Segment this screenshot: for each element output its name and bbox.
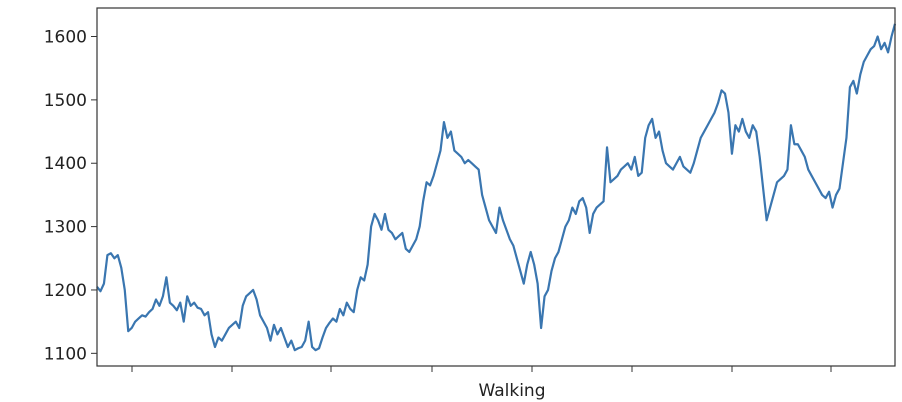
series-layer	[96, 23, 897, 352]
x-axis	[131, 366, 832, 372]
x-axis-label: Walking	[479, 381, 546, 401]
y-tick-label: 1600	[44, 28, 87, 48]
y-tick-label: 1500	[44, 91, 87, 111]
y-axis: 1100 1200 1300 1400 1500 1600	[44, 28, 97, 364]
y-tick-label: 1400	[44, 154, 87, 174]
y-tick-label: 1200	[44, 281, 87, 301]
series-line	[96, 23, 897, 352]
y-tick-label: 1100	[44, 344, 87, 364]
y-tick-label: 1300	[44, 218, 87, 238]
plot-frame	[96, 7, 896, 367]
